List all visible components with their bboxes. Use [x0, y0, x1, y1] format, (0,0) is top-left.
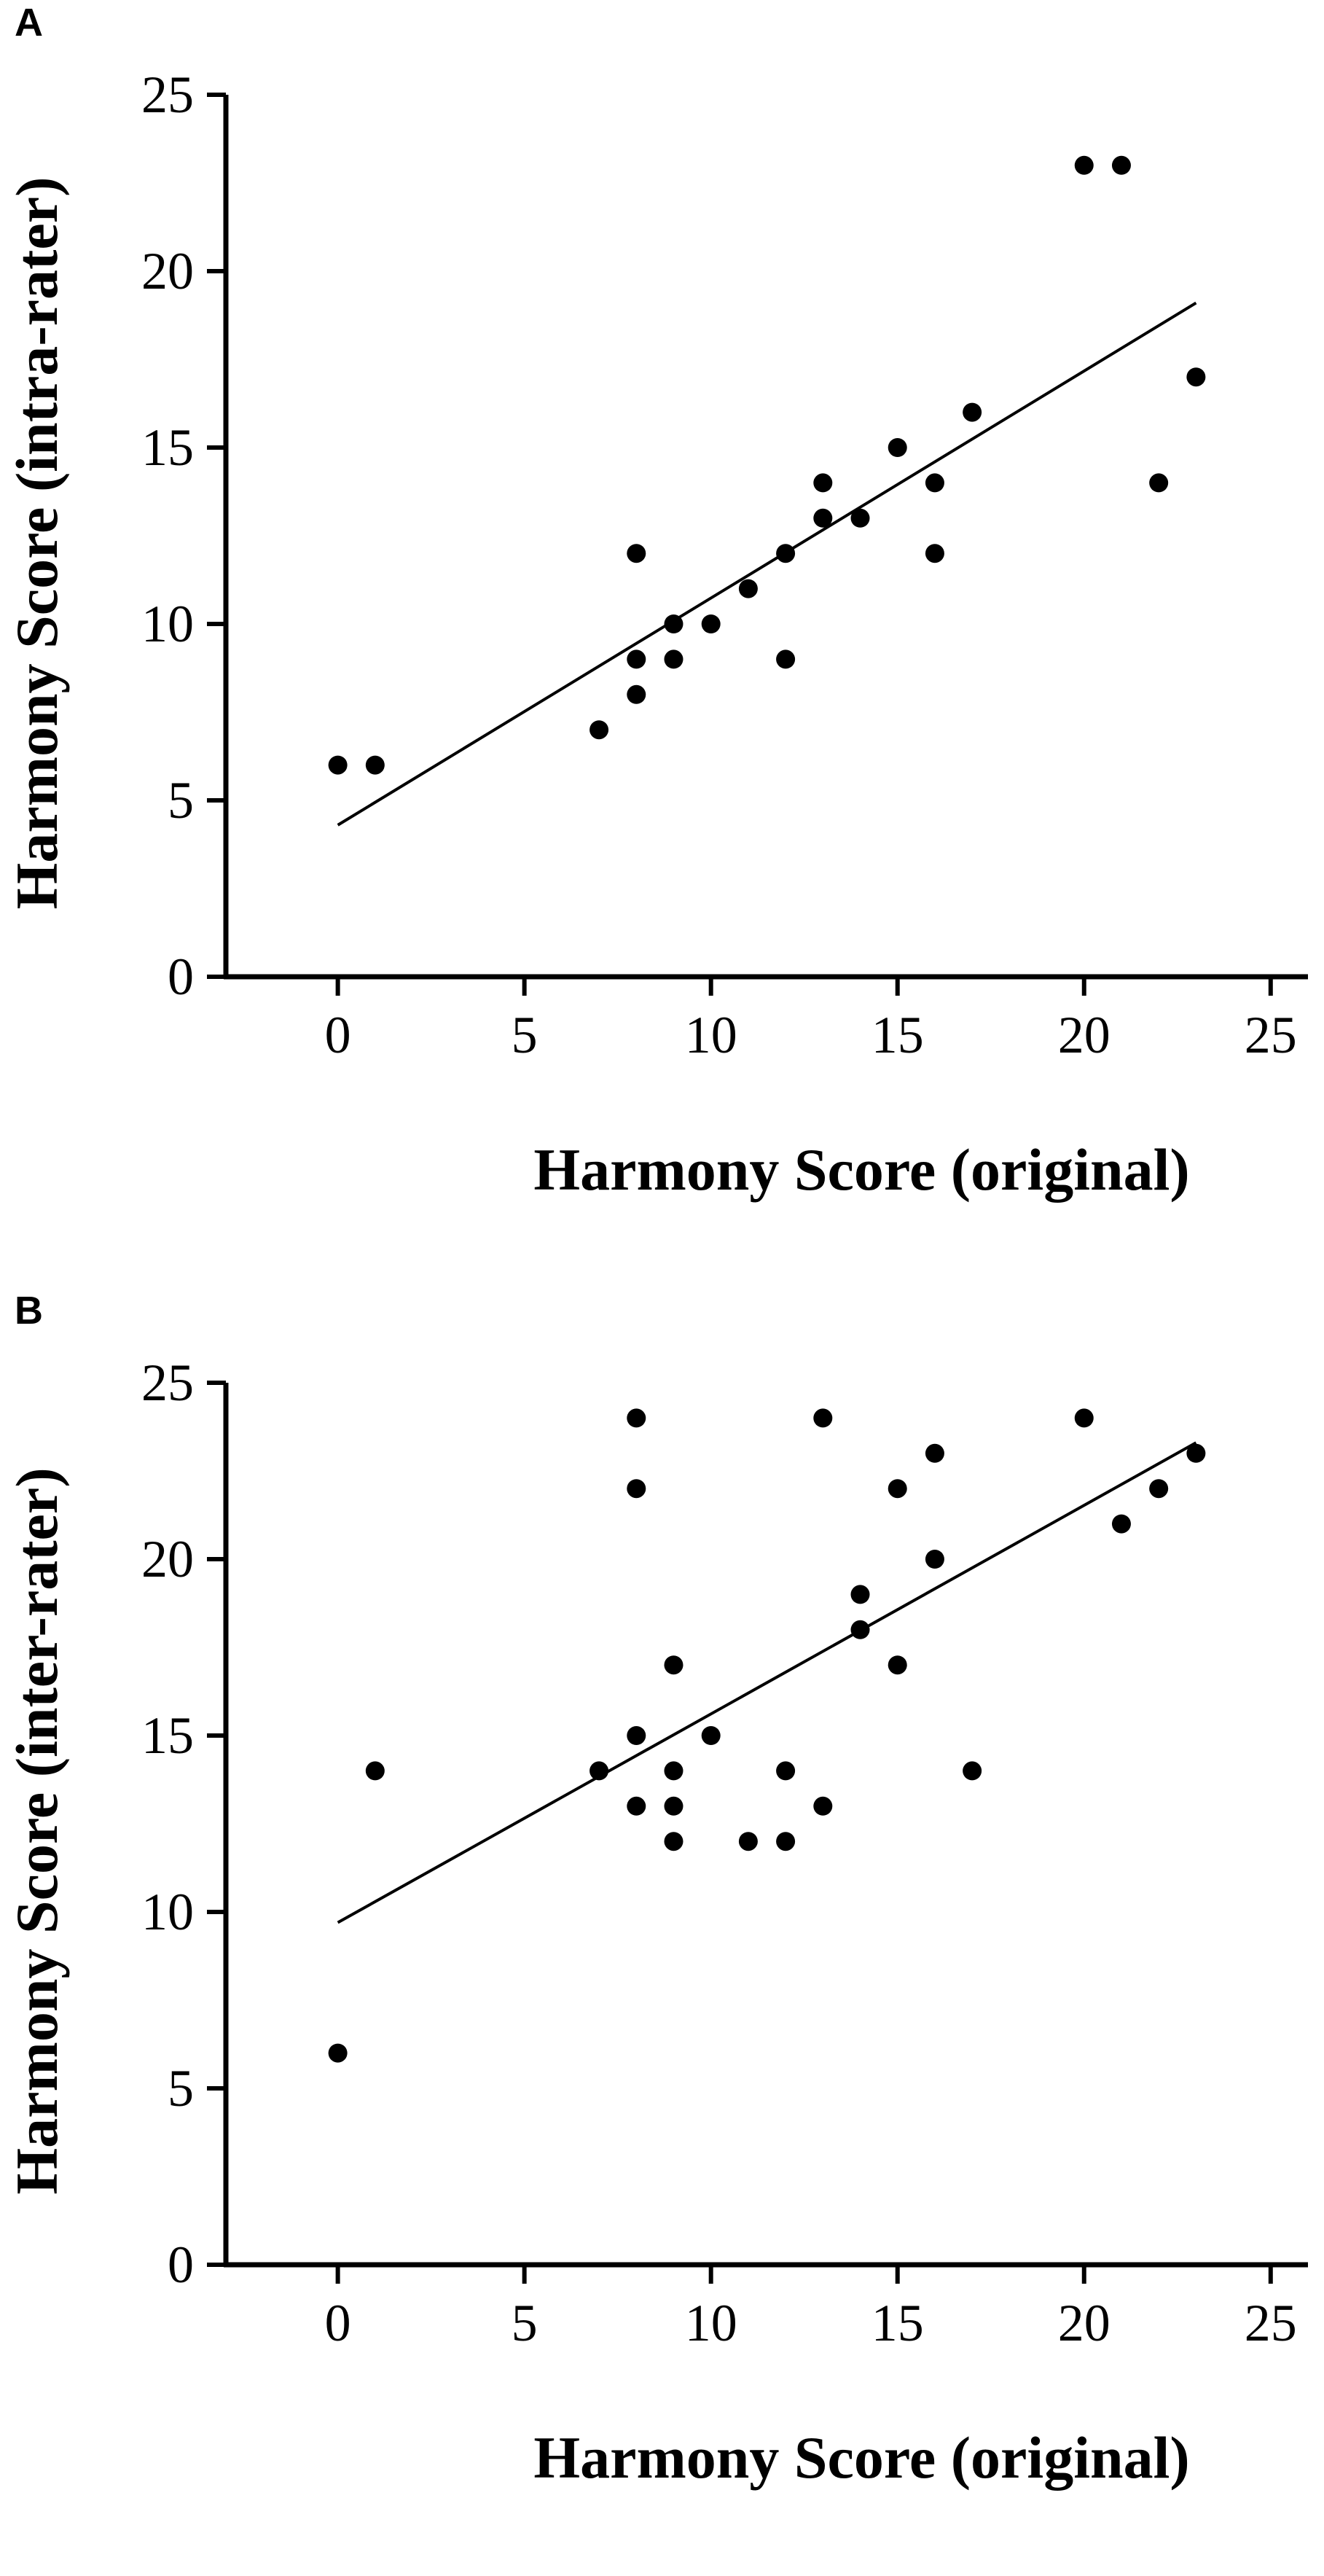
y-tick-label: 25: [141, 1354, 194, 1412]
y-tick-label: 25: [141, 66, 194, 124]
x-tick-label: 25: [1245, 1006, 1297, 1064]
data-point: [813, 508, 833, 528]
panel-b: B 0 5 10 15 20 25 0 5 10 15 20 25 Harmony Score (ori…: [0, 1288, 1324, 2576]
data-point: [888, 1655, 907, 1675]
data-point: [1186, 1443, 1206, 1463]
data-point: [589, 720, 609, 740]
data-point: [888, 438, 907, 457]
data-point: [1074, 155, 1094, 175]
data-point: [776, 649, 796, 669]
x-tick-label: 10: [685, 1006, 737, 1064]
data-point: [365, 755, 385, 775]
panel-a: A 0 5 10 15 20 25 0 5 10 15 20 25 Harmony Score (ori…: [4, 1, 1308, 1203]
data-point: [850, 1585, 870, 1604]
fit-line: [337, 301, 1197, 827]
data-point: [664, 649, 683, 669]
data-point: [963, 1761, 982, 1781]
data-point: [1111, 1514, 1131, 1534]
data-point: [1111, 155, 1131, 175]
data-point: [925, 1550, 944, 1569]
data-point: [1149, 473, 1169, 493]
data-point: [627, 1796, 646, 1816]
data-point: [627, 544, 646, 563]
panel-label: A: [15, 1, 43, 44]
data-point: [627, 1408, 646, 1428]
y-tick-label: 20: [141, 242, 194, 300]
x-tick-label: 0: [325, 2294, 351, 2352]
x-tick-label: 20: [1058, 1006, 1110, 1064]
y-tick-label: 0: [168, 2236, 194, 2294]
data-point: [328, 2043, 348, 2063]
y-tick-label: 15: [141, 418, 194, 477]
data-point: [925, 473, 944, 493]
data-point: [888, 1479, 907, 1499]
data-point: [589, 1761, 609, 1781]
data-point: [738, 579, 758, 598]
data-point: [627, 1726, 646, 1745]
data-point: [813, 1408, 833, 1428]
data-point: [963, 402, 982, 422]
data-point: [813, 473, 833, 493]
data-point: [850, 1620, 870, 1639]
data-point: [701, 1726, 721, 1745]
data-point: [664, 1761, 683, 1781]
data-point: [1186, 367, 1206, 387]
y-tick-label: 0: [168, 948, 194, 1006]
data-point: [328, 755, 348, 775]
y-tick-label: 5: [168, 2059, 194, 2118]
x-axis-title: Harmony Score (original): [533, 1136, 1189, 1203]
data-point: [776, 1761, 796, 1781]
data-point: [1074, 1408, 1094, 1428]
y-tick-label: 20: [141, 1530, 194, 1588]
panel-label: B: [15, 1289, 43, 1332]
data-point: [776, 544, 796, 563]
data-point: [738, 1832, 758, 1851]
y-tick-label: 10: [141, 595, 194, 653]
x-tick-label: 25: [1245, 2294, 1297, 2352]
data-point: [925, 544, 944, 563]
x-tick-label: 10: [685, 2294, 737, 2352]
data-point: [664, 1655, 683, 1675]
data-point: [701, 614, 721, 633]
x-tick-label: 5: [512, 1006, 538, 1064]
y-axis-title: Harmony Score (intra-rater): [4, 177, 70, 910]
y-tick-label: 10: [141, 1883, 194, 1941]
y-tick-label: 15: [141, 1706, 194, 1765]
y-tick-label: 5: [168, 771, 194, 830]
x-tick-label: 15: [871, 1006, 924, 1064]
x-axis-title: Harmony Score (original): [533, 2424, 1189, 2491]
data-point: [1149, 1479, 1169, 1499]
data-point: [627, 1479, 646, 1499]
data-point: [627, 649, 646, 669]
data-point: [850, 508, 870, 528]
x-tick-label: 15: [871, 2294, 924, 2352]
fit-line: [337, 1441, 1197, 1924]
x-tick-label: 0: [325, 1006, 351, 1064]
data-point: [776, 1832, 796, 1851]
x-tick-label: 5: [512, 2294, 538, 2352]
scatter-plot-a: 0 5 10 15 20 25 0 5 10 15 20 25 Harmony Score (origi…: [4, 66, 1308, 1203]
y-axis-title: Harmony Score (inter-rater): [4, 1467, 70, 2194]
data-point: [813, 1796, 833, 1816]
x-tick-label: 20: [1058, 2294, 1110, 2352]
scatter-plot-b: 0 5 10 15 20 25 0 5 10 15 20 25 Harmony Score (origi…: [4, 1354, 1308, 2491]
data-point: [664, 1796, 683, 1816]
data-point: [627, 684, 646, 704]
data-point: [664, 614, 683, 633]
data-point: [365, 1761, 385, 1781]
data-point: [664, 1832, 683, 1851]
data-point: [925, 1443, 944, 1463]
